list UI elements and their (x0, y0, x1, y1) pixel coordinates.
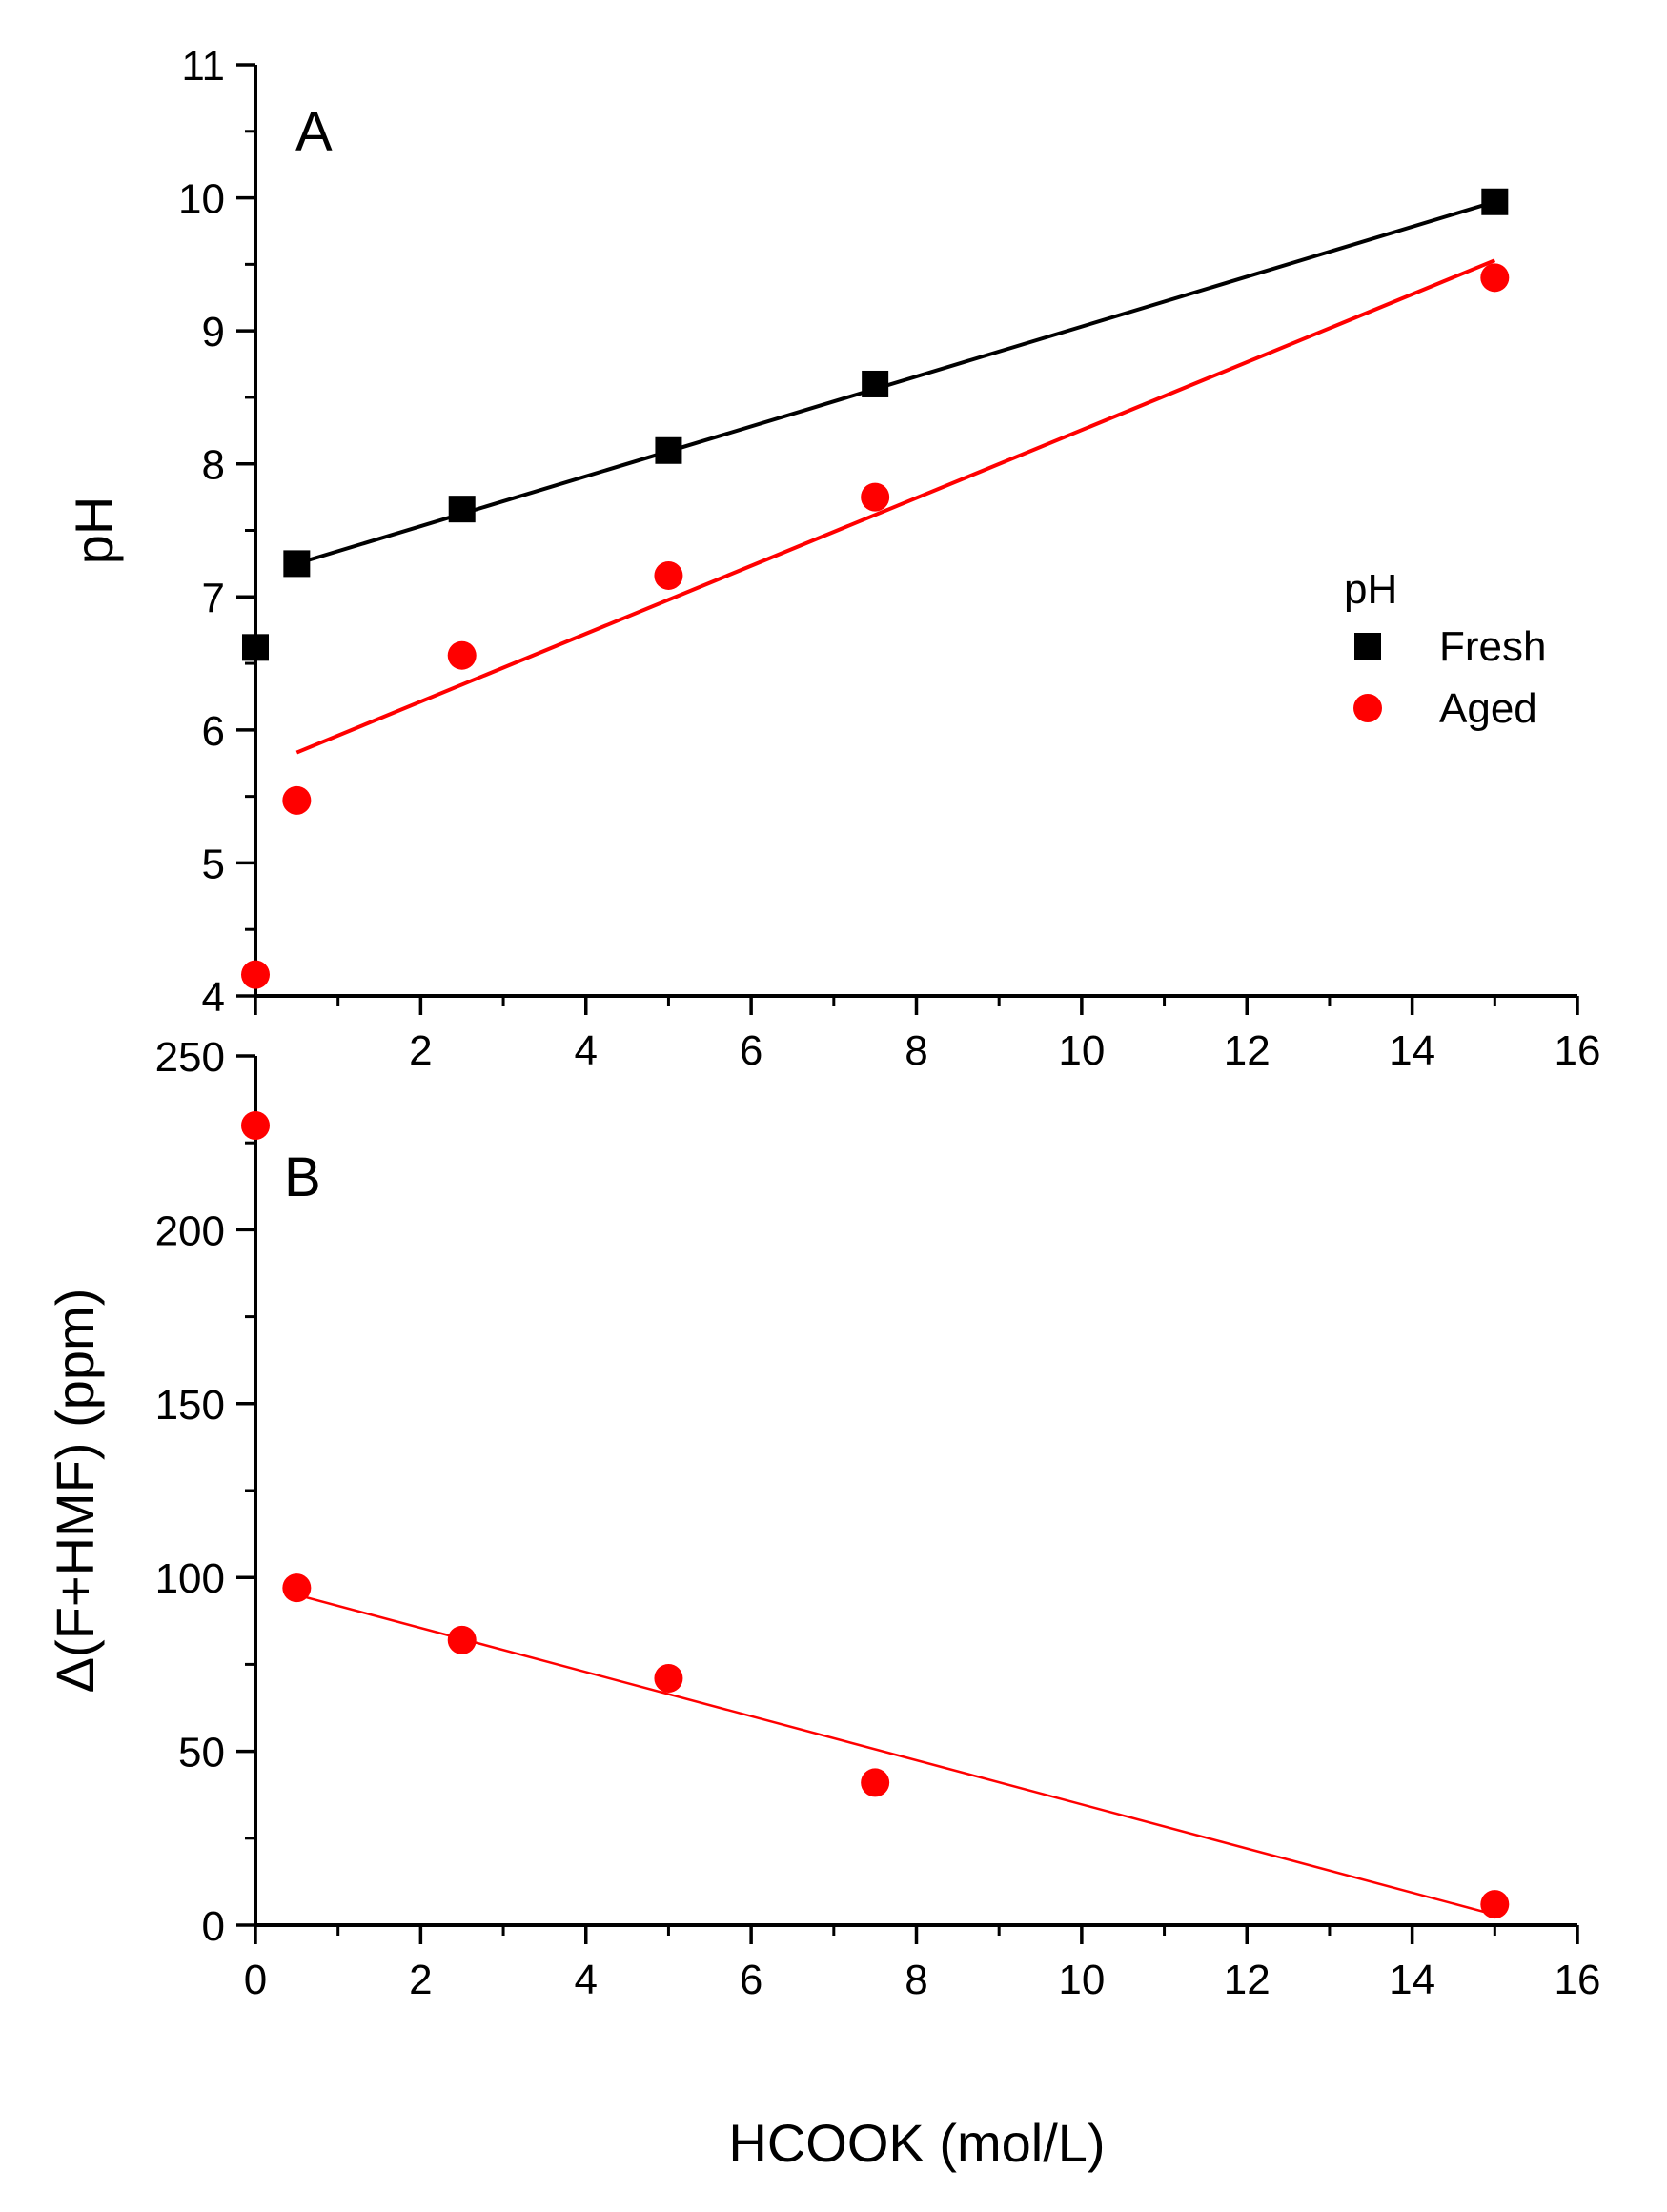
data-point-aged (654, 1663, 683, 1693)
panel-letter: B (284, 1147, 321, 1208)
data-point-fresh (448, 496, 476, 523)
data-point-aged (1480, 1890, 1510, 1919)
x-tick-label: 16 (1555, 1957, 1601, 2003)
x-tick-label: 14 (1389, 1957, 1435, 2003)
data-point-aged (861, 482, 890, 512)
x-tick-label: 14 (1389, 1027, 1435, 1074)
data-point-aged (447, 1625, 477, 1654)
panel-b: 0 50 100 150 200 250 0 2 4 6 8 10 12 14 16 B Δ(F+HMF) (p… (45, 1034, 1600, 2003)
x-tick-label: 4 (575, 1027, 598, 1074)
x-tick-label: 0 (244, 1957, 267, 2003)
y-tick-label: 100 (155, 1555, 225, 1602)
legend-title: pH (1344, 566, 1397, 613)
y-tick-label: 9 (202, 309, 225, 355)
y-axis-title: pH (64, 497, 124, 565)
data-point-aged (282, 785, 312, 815)
y-tick-label: 5 (202, 841, 225, 887)
data-point-aged (1480, 263, 1510, 293)
x-tick-label: 10 (1058, 1957, 1105, 2003)
y-tick-label: 250 (155, 1034, 225, 1081)
data-point-fresh (283, 550, 311, 578)
x-tick-label: 10 (1058, 1027, 1105, 1074)
x-axis-title: HCOOK (mol/L) (728, 2113, 1105, 2173)
y-axis-title: Δ(F+HMF) (ppm) (45, 1289, 105, 1694)
y-tick-label: 0 (202, 1903, 225, 1950)
x-tick-label: 8 (905, 1027, 927, 1074)
data-point-fresh (242, 634, 269, 661)
data-point-fresh (1481, 188, 1509, 215)
x-tick-label: 12 (1224, 1957, 1271, 2003)
data-point-aged (241, 960, 270, 989)
y-tick-label: 8 (202, 442, 225, 489)
data-point-fresh (862, 370, 889, 397)
fit-line-fresh (295, 199, 1495, 566)
y-tick-label: 6 (202, 708, 225, 755)
y-tick-label: 7 (202, 575, 225, 621)
data-point-aged (282, 1573, 312, 1603)
legend-marker-fresh (1354, 633, 1381, 660)
data-point-fresh (655, 436, 682, 464)
data-point-aged (654, 560, 683, 590)
fit-line-aged (296, 1593, 1495, 1917)
x-tick-label: 16 (1555, 1027, 1601, 1074)
x-tick-label: 4 (575, 1957, 598, 2003)
x-tick-label: 6 (740, 1027, 762, 1074)
data-point-aged (861, 1768, 890, 1797)
y-tick-label: 150 (155, 1382, 225, 1429)
y-tick-label: 11 (181, 43, 225, 90)
legend-label-aged: Aged (1439, 685, 1537, 732)
y-tick-label: 4 (202, 974, 225, 1021)
x-tick-label: 12 (1224, 1027, 1271, 1074)
legend-label-fresh: Fresh (1439, 623, 1546, 670)
y-tick-label: 200 (155, 1207, 225, 1254)
panel-letter: A (295, 101, 333, 163)
data-point-aged (447, 640, 477, 670)
y-tick-label: 10 (178, 176, 225, 223)
x-tick-label: 2 (409, 1027, 432, 1074)
fit-line-aged (295, 258, 1496, 755)
x-tick-label: 8 (905, 1957, 927, 2003)
panel-a: 4 5 6 7 8 9 10 11 2 4 6 8 10 12 14 16 ApH pH Fresh Aged (64, 43, 1600, 1074)
legend-marker-aged (1353, 694, 1382, 722)
y-tick-label: 50 (178, 1730, 225, 1776)
x-tick-label: 6 (740, 1957, 762, 2003)
x-tick-label: 2 (409, 1957, 432, 2003)
data-point-aged (241, 1110, 270, 1140)
